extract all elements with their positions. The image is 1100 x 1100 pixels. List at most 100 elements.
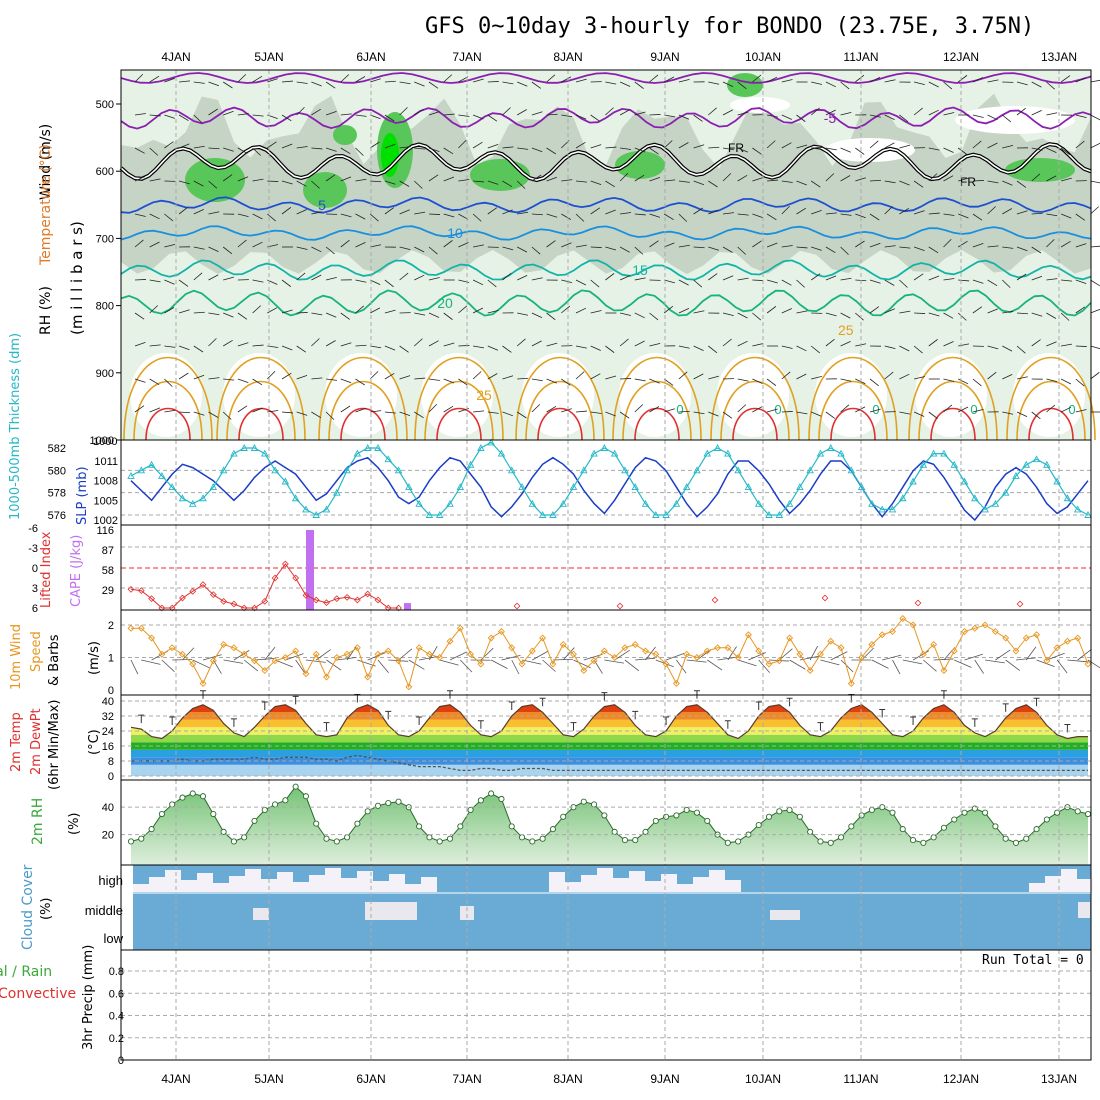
wind-barb (517, 377, 529, 380)
rh-marker (426, 834, 433, 841)
wind-barb (517, 109, 527, 116)
wind-barb (855, 147, 865, 155)
wind-barb (590, 279, 600, 288)
wind-barb (202, 654, 222, 661)
wind-barb (1075, 114, 1087, 119)
wind-barb (472, 114, 484, 120)
cloud-gap-high (197, 873, 213, 892)
wind-barb (884, 180, 896, 184)
wind-barb (267, 78, 278, 83)
wind-barb (367, 652, 386, 661)
rh-dry-blob (421, 353, 493, 437)
wind-barb (149, 344, 161, 347)
wind-barb (855, 213, 866, 219)
wind-barb (252, 147, 261, 156)
wind-barb (766, 408, 778, 413)
wind-speed-marker (456, 624, 464, 632)
wind-barb (414, 180, 423, 189)
wind-barb (634, 340, 645, 347)
rh-marker (735, 838, 742, 845)
wind-speed-marker (497, 628, 505, 635)
wind-barb (179, 80, 191, 83)
wind-barb (296, 106, 305, 116)
wind-speed-marker (1084, 660, 1092, 668)
date-label-bottom: 9JAN (650, 1072, 679, 1086)
wind-speed-marker (930, 641, 938, 648)
rh-patch-high (185, 158, 245, 202)
rh-marker (786, 806, 793, 813)
wind-barb (325, 340, 336, 347)
rh-marker (282, 797, 289, 804)
thickness-marker (1012, 471, 1020, 479)
wind-barb (855, 240, 865, 248)
wind-barb (943, 147, 954, 153)
wind-barb (1031, 246, 1042, 254)
rh-marker (323, 835, 330, 842)
wind-barb (1031, 275, 1043, 281)
wind-barb (311, 147, 323, 150)
li-marker (353, 596, 361, 604)
wind-barb (472, 141, 483, 149)
wind10m-panel: 2 1 0 (108, 609, 1100, 697)
wind-barb (620, 147, 632, 150)
rh-patch-max (381, 133, 399, 177)
wind-speed-marker (446, 637, 454, 645)
precip-ylabel-1: Total / Rain (0, 964, 52, 980)
wind-barb (223, 378, 235, 381)
wind-barb (779, 648, 793, 661)
wind-barb (766, 378, 777, 386)
rh-marker (611, 828, 618, 835)
wind-barb (502, 411, 513, 417)
rh-line (130, 785, 1089, 844)
wind-barb (370, 307, 381, 314)
rh-patch-high (333, 125, 357, 145)
wind-speed-marker (528, 647, 536, 655)
wind-barb (223, 312, 234, 318)
wind-barb (884, 371, 894, 380)
wind-barb (517, 81, 528, 87)
wind-barb (384, 411, 396, 414)
thickness-marker (610, 449, 619, 457)
wind-barb (223, 659, 244, 664)
date-label-top: 9JAN (650, 50, 679, 64)
wind-barb (634, 213, 646, 216)
wind-speed-marker (343, 650, 351, 658)
li-marker (333, 595, 341, 603)
wind-barb (664, 408, 675, 413)
tick-label: 29 (102, 585, 114, 597)
rh-marker (1074, 808, 1081, 815)
wind-barb (134, 73, 144, 83)
wind-barb (355, 407, 366, 413)
thickness-slp-panel: 582 580 578 576 1011 1008 1005 1002 1000 (48, 436, 1092, 527)
wind-barb (531, 174, 542, 182)
cape-ylabel-left: Lifted Index (39, 531, 54, 608)
isotherm-loop (436, 407, 482, 441)
wind-barb (487, 411, 499, 414)
wind-speed-marker (961, 628, 968, 635)
li-marker (261, 597, 269, 605)
wind-barb (311, 211, 323, 215)
wind-barb (237, 239, 247, 248)
wind-barb (884, 142, 895, 149)
wind-barb (1075, 243, 1087, 248)
isotherm-line (120, 289, 1092, 317)
rh-dry-blob (717, 353, 789, 437)
wind-barb (840, 378, 852, 382)
wind-barb (676, 659, 687, 674)
thickness-marker (1073, 505, 1082, 513)
wind-barb (311, 81, 322, 87)
wind-barb (311, 312, 323, 316)
thickness-marker (312, 511, 320, 518)
isotherm-label: 0 (774, 402, 781, 417)
rh-marker (889, 809, 896, 816)
thickness-marker (785, 499, 794, 507)
wind-barb (912, 650, 930, 661)
wind-barb (1061, 279, 1073, 282)
wind-barb (619, 109, 630, 116)
wind-barb (649, 147, 659, 155)
wind-barb (678, 213, 688, 222)
wind-barb (722, 246, 733, 253)
wind-barb (830, 651, 848, 661)
wind-barb (296, 146, 308, 149)
wind-speed-marker (189, 660, 197, 668)
